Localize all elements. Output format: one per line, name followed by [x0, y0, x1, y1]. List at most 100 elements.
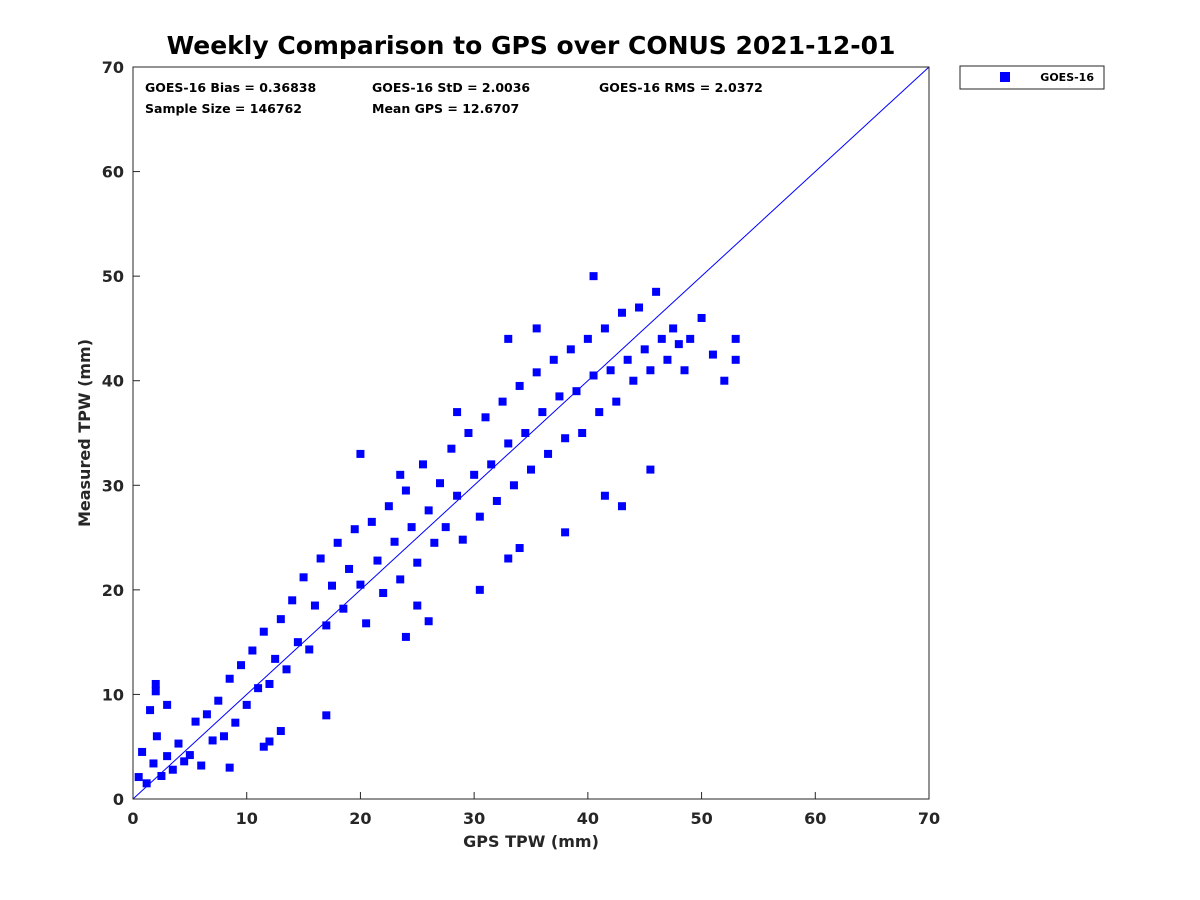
scatter-point [458, 535, 467, 544]
scatter-point [617, 502, 626, 511]
scatter-point [401, 486, 410, 495]
scatter-point [299, 573, 308, 582]
legend-box [959, 65, 1105, 90]
y-tick-label: 0 [113, 790, 124, 809]
scatter-point [629, 376, 638, 385]
scatter-point [174, 739, 183, 748]
stat-rms: GOES-16 RMS = 2.0372 [599, 80, 763, 95]
scatter-point [197, 761, 206, 770]
scatter-point [322, 711, 331, 720]
scatter-point [242, 700, 251, 709]
x-axis-label: GPS TPW (mm) [463, 832, 599, 851]
scatter-point [515, 544, 524, 553]
scatter-point [151, 687, 160, 696]
scatter-point [589, 272, 598, 281]
scatter-point [686, 334, 695, 343]
scatter-point [424, 617, 433, 626]
scatter-point [180, 757, 189, 766]
scatter-point [345, 564, 354, 573]
x-tick-label: 20 [349, 809, 371, 828]
scatter-point [578, 429, 587, 437]
scatter-point [731, 334, 740, 343]
scatter-point [163, 752, 172, 761]
scatter-point [146, 706, 155, 715]
scatter-point [657, 334, 666, 343]
scatter-point [453, 491, 462, 500]
scatter-point [219, 732, 228, 741]
scatter-point [640, 345, 649, 354]
scatter-point [680, 366, 689, 375]
scatter-point [384, 502, 393, 511]
scatter-point [138, 747, 147, 756]
scatter-point [149, 759, 158, 768]
scatter-point [617, 308, 626, 317]
scatter-point [595, 408, 604, 417]
y-tick-label: 50 [102, 267, 124, 286]
scatter-point [623, 355, 632, 364]
scatter-point [134, 773, 143, 782]
scatter-point [674, 340, 683, 349]
scatter-point [504, 334, 513, 343]
x-tick-label: 60 [804, 809, 826, 828]
scatter-point [248, 646, 257, 655]
scatter-point [276, 615, 285, 624]
scatter-point [453, 408, 462, 417]
scatter-point [293, 638, 302, 647]
scatter-point [168, 765, 177, 774]
scatter-point [544, 449, 553, 458]
scatter-point [481, 413, 490, 422]
stat-sample-size: Sample Size = 146762 [145, 101, 302, 116]
scatter-point [527, 465, 535, 474]
scatter-point [413, 601, 422, 610]
scatter-point [697, 313, 706, 322]
scatter-point [600, 491, 609, 500]
scatter-point [600, 324, 609, 333]
stat-mean-gps: Mean GPS = 12.6707 [372, 101, 519, 116]
scatter-point [566, 345, 575, 354]
y-tick-label: 60 [102, 163, 124, 182]
legend-marker-square [1000, 72, 1010, 82]
scatter-point [356, 580, 365, 589]
scatter-point [265, 737, 274, 746]
scatter-point [612, 397, 621, 406]
scatter-point [208, 736, 217, 745]
legend-label: GOES-16 [1040, 71, 1094, 84]
scatter-point [498, 397, 507, 406]
scatter-point [418, 460, 427, 469]
scatter-point [265, 679, 274, 688]
scatter-point [424, 506, 433, 515]
scatter-point [379, 588, 388, 597]
scatter-point [635, 303, 644, 312]
scatter-point [350, 525, 359, 534]
stat-std: GOES-16 StD = 2.0036 [372, 80, 530, 95]
y-tick-label: 20 [102, 581, 124, 600]
scatter-point [401, 632, 410, 641]
y-tick-label: 30 [102, 476, 124, 495]
scatter-point [214, 696, 223, 705]
scatter-point [237, 661, 246, 670]
scatter-point [515, 381, 524, 390]
scatter-point [396, 470, 405, 479]
plot-area-frame [132, 66, 930, 800]
scatter-point [561, 434, 570, 443]
scatter-point [276, 727, 285, 736]
x-axis: 0 10 20 30 40 50 60 70 [127, 792, 940, 828]
x-tick-label: 0 [127, 809, 138, 828]
scatter-point [271, 654, 280, 663]
stat-bias: GOES-16 Bias = 0.36838 [145, 80, 316, 95]
scatter-point [282, 665, 291, 674]
scatter-point [231, 718, 240, 727]
scatter-point [447, 444, 456, 453]
scatter-point [464, 429, 473, 437]
scatter-point [305, 645, 314, 654]
x-tick-label: 40 [577, 809, 599, 828]
scatter-point [225, 763, 234, 772]
scatter-point [142, 779, 151, 788]
scatter-point [475, 512, 484, 521]
scatter-point [163, 700, 172, 709]
scatter-point [373, 556, 382, 565]
x-tick-label: 10 [236, 809, 258, 828]
scatter-point [708, 350, 717, 359]
reference-line [132, 66, 930, 800]
scatter-point [322, 621, 331, 630]
